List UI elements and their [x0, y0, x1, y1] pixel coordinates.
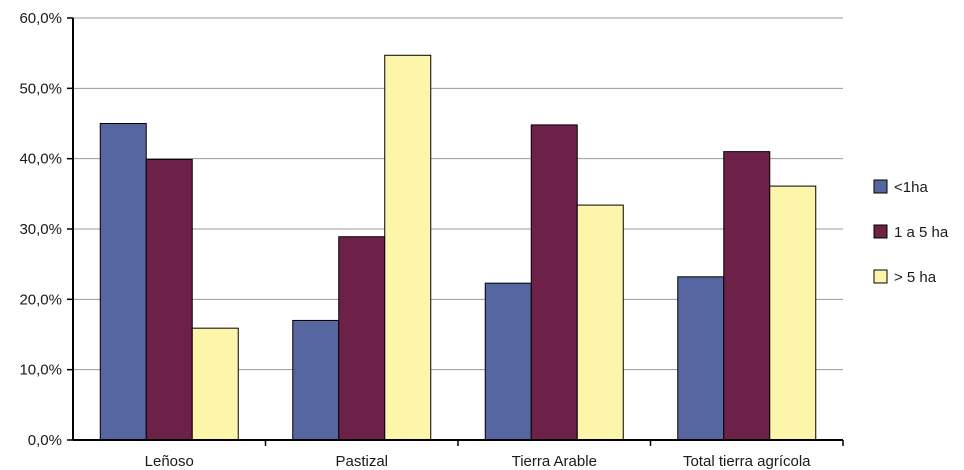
legend-label: > 5 ha [894, 269, 937, 286]
bar-0-1 [145, 158, 193, 441]
legend-label: 1 a 5 ha [894, 224, 949, 241]
legend-swatch [873, 224, 888, 239]
bar-0-0 [99, 123, 147, 441]
y-tick-labels: 0,0% 10,0% 20,0% 30,0% 40,0% 50,0% 60,0% [19, 10, 62, 449]
category-labels: Leñoso Pastizal Tierra Arable Total tierra … [145, 453, 812, 470]
bar-2-2 [576, 204, 624, 441]
bar-3-2 [769, 185, 817, 441]
bar-0-2 [191, 327, 239, 441]
y-tick-label: 60,0% [19, 10, 62, 27]
bar-3-1 [723, 151, 771, 441]
category-label: Tierra Arable [512, 453, 597, 470]
y-tick-label: 10,0% [19, 362, 62, 379]
legend-swatch [873, 179, 888, 194]
category-label: Total tierra agrícola [683, 453, 811, 470]
category-label: Leñoso [145, 453, 194, 470]
legend-swatch [873, 269, 888, 284]
y-tick-label: 40,0% [19, 151, 62, 168]
legend-label: <1ha [894, 179, 928, 196]
y-tick-label: 30,0% [19, 221, 62, 238]
bar-1-0 [292, 319, 340, 441]
bar-2-1 [530, 124, 578, 441]
bars [99, 54, 817, 441]
y-tick-label: 20,0% [19, 291, 62, 308]
bar-2-0 [484, 282, 532, 441]
axes [67, 17, 844, 446]
y-tick-label: 50,0% [19, 80, 62, 97]
category-label: Pastizal [335, 453, 388, 470]
y-tick-label: 0,0% [28, 432, 62, 449]
legend: <1ha 1 a 5 ha > 5 ha [873, 179, 949, 286]
bar-1-2 [384, 54, 432, 441]
bar-3-0 [677, 276, 725, 441]
bar-1-1 [338, 236, 386, 441]
